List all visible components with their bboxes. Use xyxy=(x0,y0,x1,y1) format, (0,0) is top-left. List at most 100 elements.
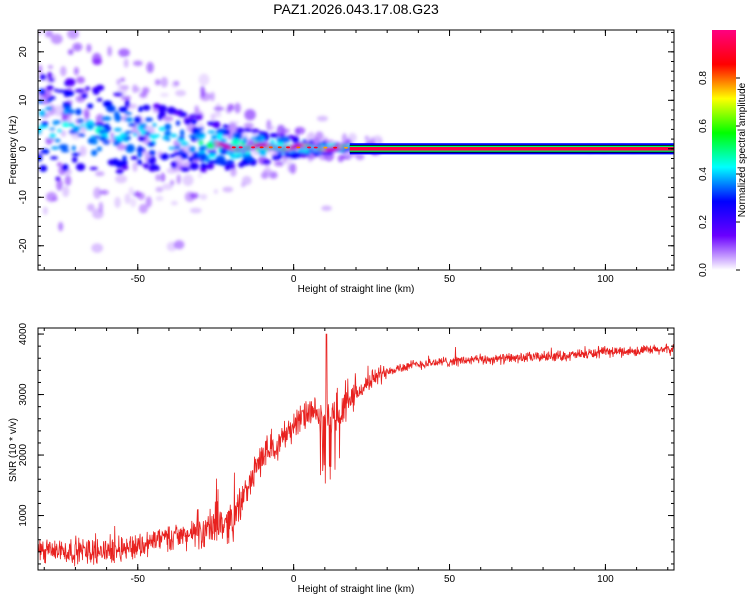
spectral-cell xyxy=(64,90,75,97)
spectral-noise-cell xyxy=(175,90,186,97)
snr-x-tick-label: 0 xyxy=(291,574,297,585)
spectral-cell xyxy=(169,153,176,158)
spectral-cell xyxy=(71,156,78,163)
spectral-cell xyxy=(188,114,199,119)
spectral-cell xyxy=(189,162,199,171)
spectral-noise-cell xyxy=(170,200,178,206)
spectral-cell xyxy=(150,156,157,164)
spectral-cell xyxy=(180,166,190,172)
spectral-noise-cell xyxy=(141,86,150,94)
spectral-cell xyxy=(75,108,82,116)
spectral-peak-cell xyxy=(228,151,233,155)
spectral-cell xyxy=(224,166,231,171)
spectral-cell xyxy=(47,71,53,79)
spectral-noise-cell xyxy=(44,30,54,38)
spectral-cell xyxy=(124,111,133,115)
spectral-peak-cell xyxy=(168,146,176,150)
spectral-cell xyxy=(296,151,302,159)
spectral-peak-cell xyxy=(219,151,229,155)
spectral-noise-cell xyxy=(176,174,181,185)
spectral-cell xyxy=(180,129,185,137)
spectral-noise-cell xyxy=(200,86,206,98)
spectral-noise-cell xyxy=(182,174,194,186)
spectral-cell xyxy=(40,148,50,155)
ridge-peak-cell xyxy=(313,146,318,149)
spectral-noise-cell xyxy=(189,192,200,199)
spectral-peak-cell xyxy=(87,125,94,129)
chart-title: PAZ1.2026.043.17.08.G23 xyxy=(273,1,439,17)
spectral-peak-cell xyxy=(198,147,206,151)
spectral-cell xyxy=(173,112,182,116)
spectral-cell xyxy=(124,99,130,108)
spectral-cell xyxy=(212,120,221,129)
spectrogram-axes: -50 0 50 100 -20 -10 0 10 20 xyxy=(18,30,674,285)
spectral-cell xyxy=(66,109,76,115)
spectral-cell xyxy=(58,144,69,150)
spectral-cell xyxy=(199,153,207,162)
spectral-cell xyxy=(291,137,300,144)
spectral-cell xyxy=(96,146,102,152)
spectral-noise-cell xyxy=(38,64,43,74)
spectrogram-x-tick-label: -50 xyxy=(131,274,146,285)
spectral-cell xyxy=(170,161,178,169)
spectral-noise-cell xyxy=(62,185,70,198)
spectral-noise-cell xyxy=(160,172,166,183)
spectral-peak-cell xyxy=(220,138,227,142)
snr-y-tick-label: 2000 xyxy=(18,443,29,466)
spectral-cell xyxy=(173,151,183,156)
spectral-noise-cell xyxy=(132,191,141,197)
ridge-cell xyxy=(346,144,351,147)
spectral-noise-cell xyxy=(138,203,148,214)
spectral-noise-cell xyxy=(107,46,112,57)
spectral-noise-cell xyxy=(124,193,131,205)
spectral-cell xyxy=(188,146,196,153)
snr-axes: -50 0 50 100 1000 2000 3000 4000 xyxy=(18,322,674,585)
spectral-noise-cell xyxy=(173,240,185,250)
snr-series-line xyxy=(38,333,674,567)
spectral-cell xyxy=(113,92,123,97)
spectral-cell xyxy=(112,158,119,166)
spectrogram-y-tick-label: -20 xyxy=(18,238,29,253)
spectral-cell xyxy=(144,117,154,122)
spectral-cell xyxy=(164,123,172,131)
spectral-peak-cell xyxy=(76,118,85,123)
spectral-cell xyxy=(226,159,235,165)
spectral-noise-cell xyxy=(119,77,126,82)
spectral-cell xyxy=(87,137,95,145)
spectral-cell xyxy=(174,145,181,150)
spectral-cell xyxy=(167,106,176,115)
spectral-noise-cell xyxy=(280,128,291,134)
spectral-noise-cell xyxy=(56,179,63,191)
spectrogram-y-axis-label: Frequency (Hz) xyxy=(8,116,19,185)
spectral-noise-cell xyxy=(173,80,180,86)
spectral-cell xyxy=(164,130,172,137)
spectral-noise-cell xyxy=(197,173,203,178)
spectral-noise-cell xyxy=(213,106,225,111)
spectral-noise-cell xyxy=(95,171,105,177)
spectral-cell xyxy=(282,139,291,143)
spectral-cell xyxy=(136,148,142,152)
colorbar-gradient xyxy=(712,30,736,270)
spectral-noise-cell xyxy=(155,186,164,193)
spectral-peak-cell xyxy=(144,131,151,135)
spectral-cell xyxy=(270,132,275,139)
spectral-cell xyxy=(115,168,124,175)
colorbar-tick-label: 0.0 xyxy=(698,263,709,277)
spectral-peak-cell xyxy=(52,122,58,126)
spectral-noise-cell xyxy=(316,115,329,122)
spectral-peak-cell xyxy=(93,135,102,139)
spectral-noise-cell xyxy=(222,186,234,193)
spectral-cell xyxy=(170,133,178,138)
spectral-noise-cell xyxy=(263,167,272,176)
spectral-noise-cell xyxy=(155,174,161,182)
spectral-peak-cell xyxy=(74,130,80,133)
spectral-peak-cell xyxy=(128,123,137,127)
spectral-noise-cell xyxy=(144,154,150,160)
spectral-noise-cell xyxy=(321,205,332,211)
spectral-noise-cell xyxy=(98,201,104,213)
spectral-noise-cell xyxy=(128,186,134,195)
spectral-peak-cell xyxy=(126,136,131,140)
snr-x-axis-label: Height of straight line (km) xyxy=(298,584,415,595)
spectral-noise-cell xyxy=(60,130,67,137)
ridge-peak-cell xyxy=(251,146,256,149)
